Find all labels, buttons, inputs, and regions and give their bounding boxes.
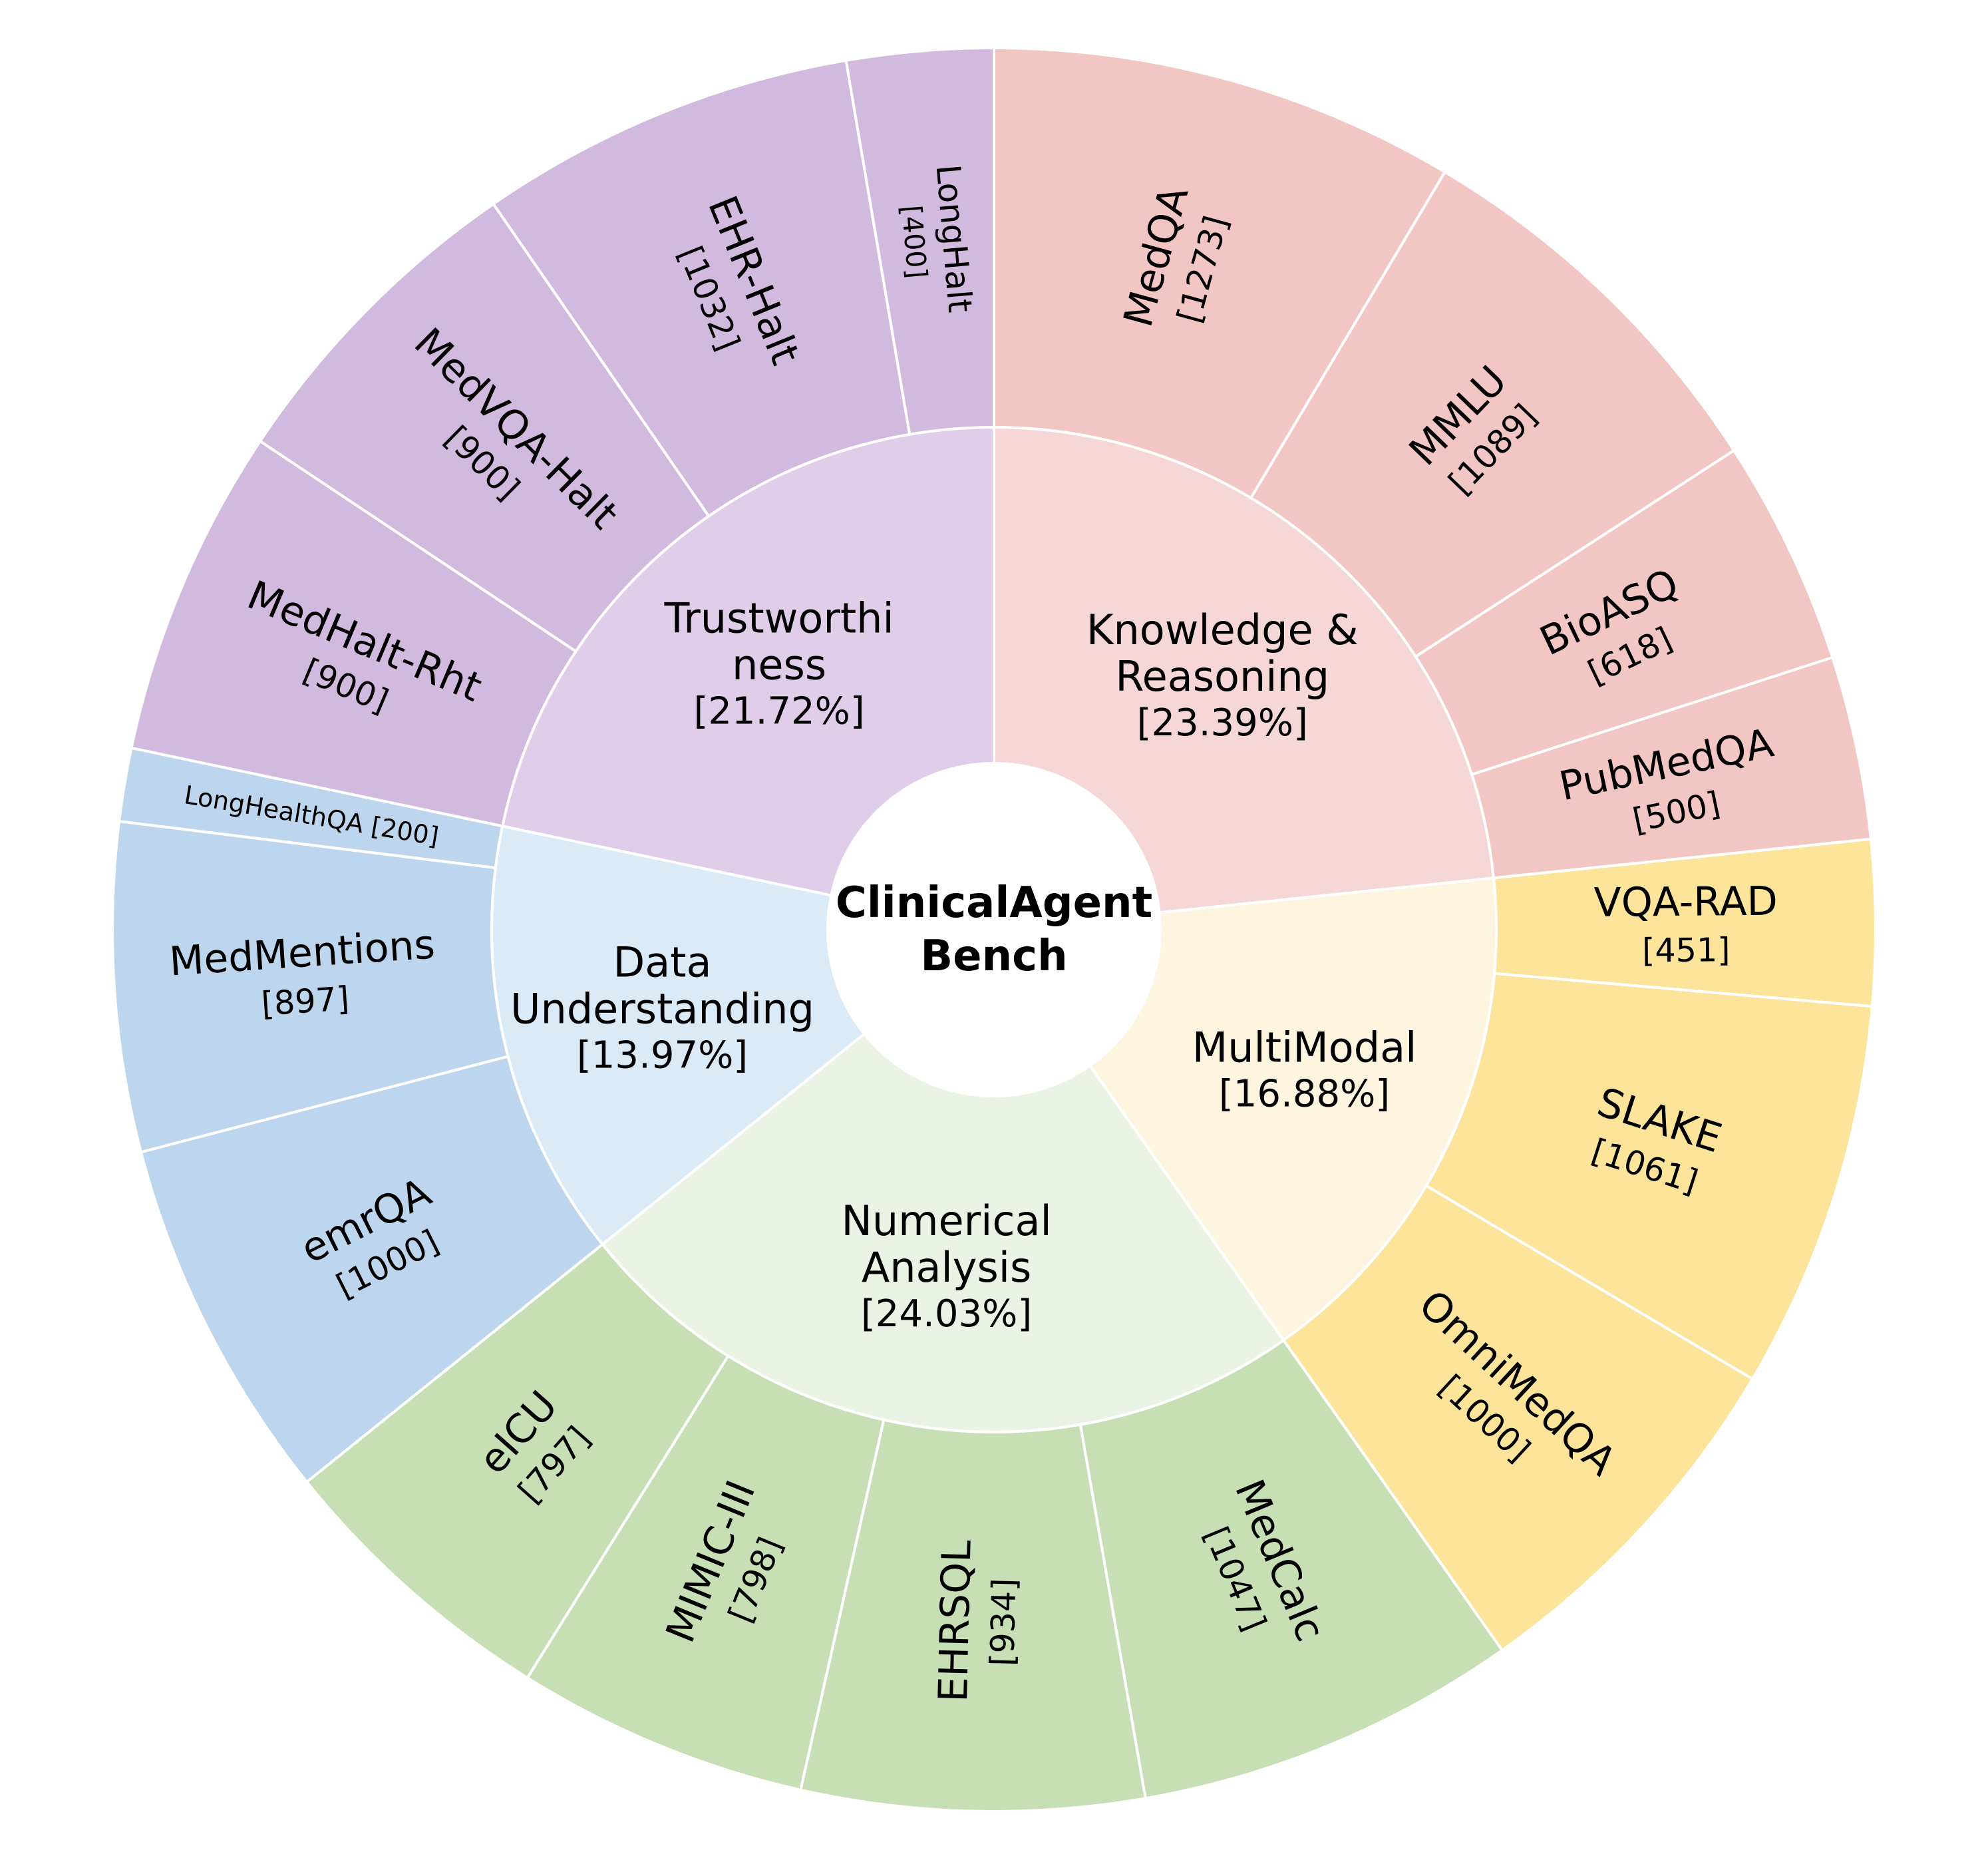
category-label: ness xyxy=(732,641,826,689)
center-hole xyxy=(828,763,1160,1096)
category-label: Trustworthi xyxy=(664,594,894,643)
category-ring xyxy=(490,425,1498,1433)
dataset-label-vqa-rad: VQA-RAD[451] xyxy=(1593,878,1778,970)
category-percent: [23.39%] xyxy=(1137,701,1308,745)
category-label: Data xyxy=(613,938,712,987)
dataset-wedge-medcalc xyxy=(1078,1338,1504,1800)
dataset-name: EHRSQL xyxy=(930,1539,981,1703)
category-label: MultiModal xyxy=(1192,1023,1417,1072)
dataset-count: [897] xyxy=(260,979,351,1023)
category-percent: [21.72%] xyxy=(693,690,864,733)
dataset-wedge-omnimedqa xyxy=(1281,1184,1754,1652)
category-label: Analysis xyxy=(862,1243,1031,1292)
dataset-count: [934] xyxy=(983,1578,1023,1667)
center-title-line2: Bench xyxy=(920,932,1067,981)
dataset-wedge-medqa xyxy=(993,46,1447,500)
dataset-count: [400] xyxy=(895,204,933,279)
center-title-line1: ClinicalAgent xyxy=(836,878,1152,928)
dataset-wedge-ehrsql xyxy=(798,1418,1148,1813)
dataset-wedge-emrqa xyxy=(139,1055,605,1484)
category-percent: [24.03%] xyxy=(861,1292,1032,1336)
category-percent: [16.88%] xyxy=(1219,1073,1390,1116)
dataset-wedge-longhalt xyxy=(844,46,995,437)
dataset-wedge-ehr-halt xyxy=(491,59,911,518)
dataset-wedge-mmlu xyxy=(1249,170,1737,659)
category-label: Understanding xyxy=(510,985,814,1033)
dataset-name: VQA-RAD xyxy=(1593,878,1778,926)
category-label: Reasoning xyxy=(1115,652,1329,701)
dataset-wedge-slake xyxy=(1424,972,1874,1381)
dataset-ring xyxy=(111,46,1878,1813)
category-label: Knowledge & xyxy=(1086,606,1359,654)
dataset-label-ehrsql: EHRSQL [934] xyxy=(930,1539,1024,1703)
category-percent: [13.97%] xyxy=(577,1034,748,1077)
dataset-count: [451] xyxy=(1642,930,1731,970)
category-label: Numerical xyxy=(841,1197,1051,1245)
